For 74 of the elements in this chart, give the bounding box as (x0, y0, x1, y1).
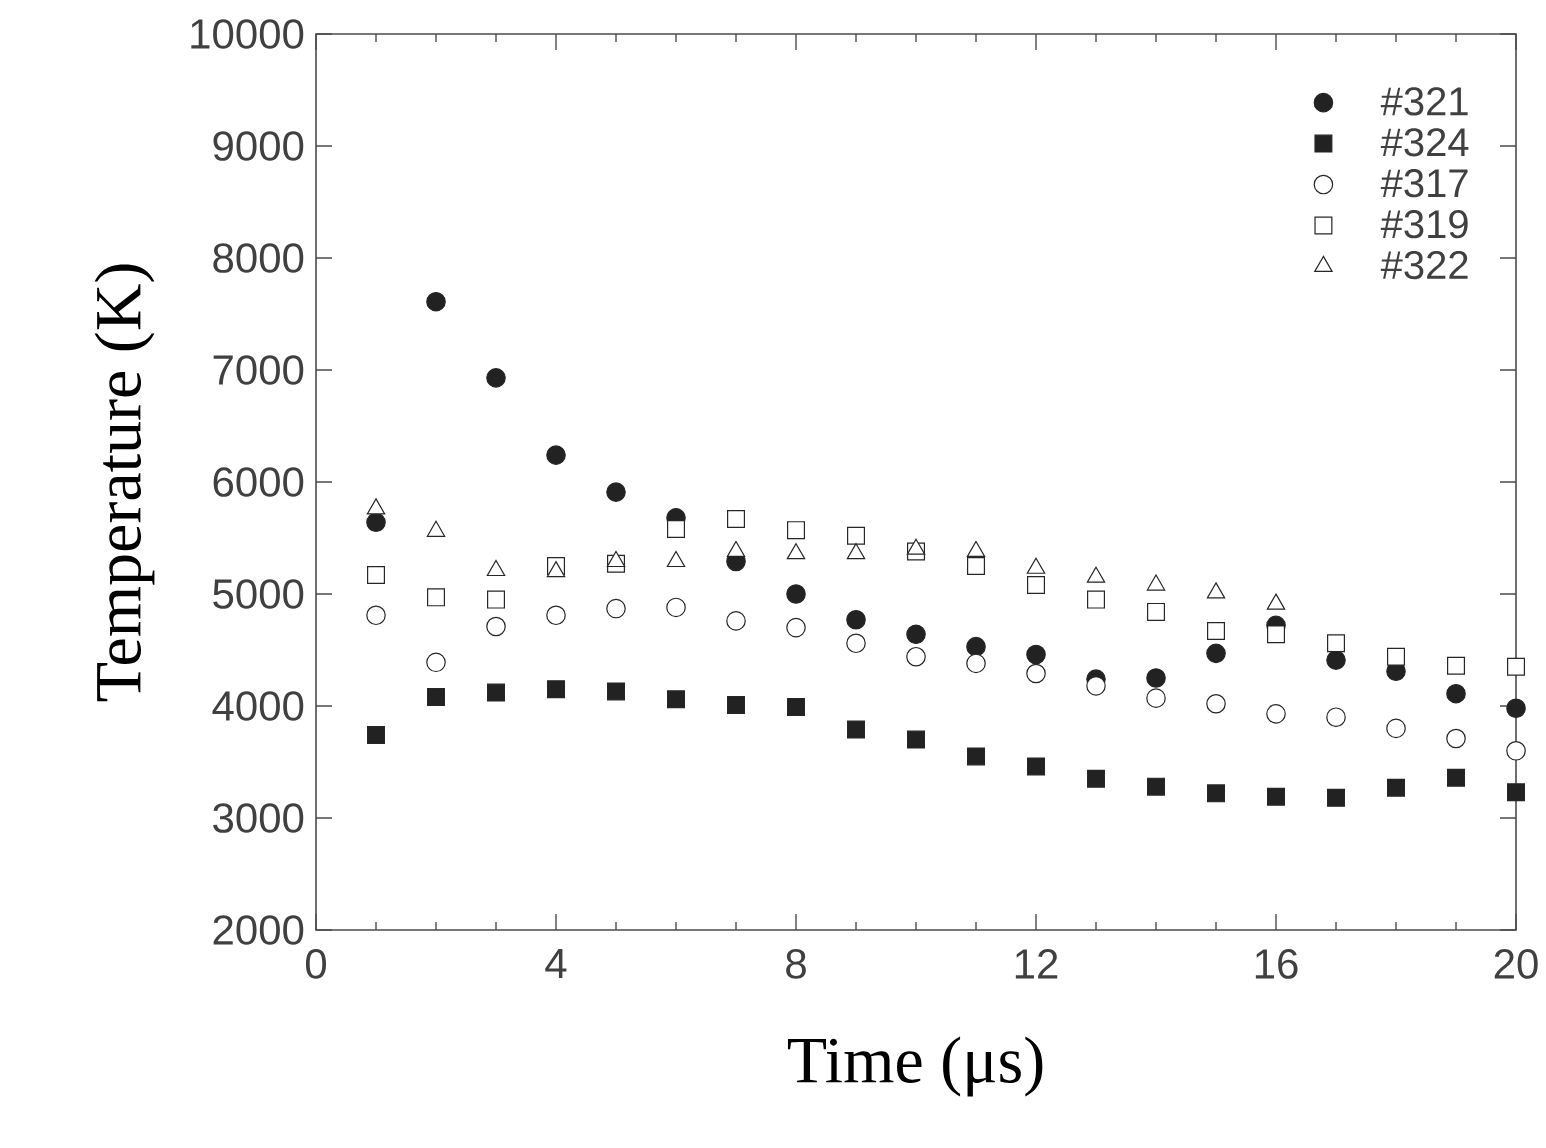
point (667, 520, 686, 539)
x-tick-label: 16 (1255, 949, 1298, 979)
legend-label: #319 (1380, 210, 1468, 239)
point (966, 636, 986, 657)
point (1387, 647, 1406, 666)
point (1506, 741, 1526, 761)
point (1267, 787, 1286, 806)
y-tick-label: 10000 (191, 19, 304, 49)
point (787, 521, 806, 540)
point (1326, 650, 1346, 670)
legend-label: #322 (1380, 250, 1468, 280)
point (547, 680, 566, 699)
point (606, 482, 626, 502)
y-tick-label: 9000 (213, 131, 304, 161)
y-tick-label: 8000 (213, 243, 304, 273)
point (607, 682, 626, 701)
point (1267, 625, 1286, 644)
point (1446, 683, 1466, 704)
x-axis-title: Time (μs) (787, 1036, 1043, 1097)
x-tick-label: 4 (545, 949, 567, 978)
point (1387, 778, 1406, 797)
legend-label: #324 (1380, 128, 1469, 157)
y-tick-label: 4000 (212, 691, 304, 721)
x-tick-label: 8 (786, 949, 806, 979)
point (486, 368, 506, 388)
point (846, 609, 866, 630)
x-tick-label: 0 (305, 949, 327, 979)
point (1507, 657, 1526, 676)
point (427, 688, 446, 707)
point (426, 291, 446, 312)
point (1327, 788, 1346, 807)
point (487, 590, 505, 609)
point (1506, 698, 1526, 719)
point (1147, 777, 1166, 796)
point (1206, 643, 1226, 664)
point (786, 584, 806, 604)
x-tick-label: 12 (1015, 949, 1058, 979)
point (667, 690, 686, 709)
point (1027, 757, 1046, 776)
point (1087, 590, 1106, 609)
point (727, 509, 746, 528)
point (847, 526, 866, 545)
y-tick-label: 2000 (213, 915, 304, 945)
point (907, 730, 926, 749)
point (967, 557, 986, 575)
x-tick-label: 20 (1494, 949, 1538, 979)
point (367, 726, 386, 745)
point (1027, 576, 1046, 595)
point (906, 624, 926, 645)
point (1207, 784, 1226, 803)
point (727, 695, 746, 714)
point (1507, 783, 1526, 802)
point (366, 512, 386, 533)
legend-label: #317 (1380, 169, 1468, 198)
y-tick-label: 3000 (213, 803, 304, 833)
point (1447, 768, 1466, 787)
y-tick-label: 5000 (213, 579, 304, 609)
point (1146, 668, 1166, 688)
y-tick-label: 7000 (213, 355, 304, 385)
point (546, 445, 566, 465)
point (1086, 676, 1106, 696)
point (847, 720, 866, 739)
y-axis-title: Temperature (K) (94, 264, 155, 702)
y-tick-label: 6000 (213, 467, 304, 497)
point (1447, 656, 1466, 675)
point (487, 683, 505, 702)
point (1087, 769, 1106, 788)
point (367, 565, 386, 584)
point (1026, 644, 1046, 665)
legend-label: #321 (1380, 87, 1468, 116)
point (787, 698, 806, 717)
point (427, 588, 446, 607)
point (967, 747, 986, 766)
point (1207, 621, 1226, 640)
